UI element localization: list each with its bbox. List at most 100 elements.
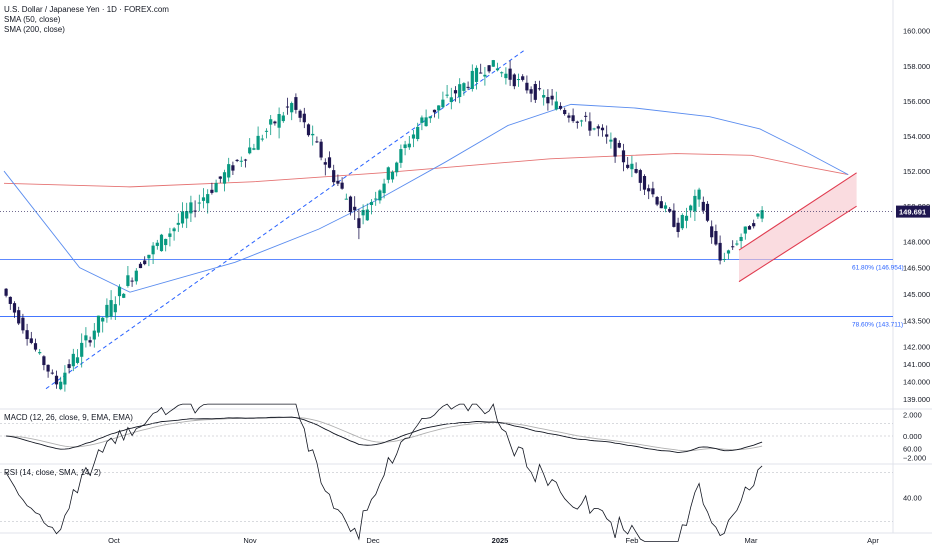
- candle: [105, 304, 109, 318]
- candle: [12, 303, 17, 313]
- candle: [479, 72, 483, 74]
- candle: [563, 109, 567, 115]
- candle: [445, 94, 449, 96]
- candle: [508, 68, 512, 80]
- candle: [424, 117, 428, 127]
- candle: [130, 280, 134, 282]
- candle: [756, 213, 760, 217]
- candle: [357, 218, 361, 229]
- candle: [676, 222, 680, 232]
- candle: [437, 105, 441, 111]
- candle: [600, 127, 605, 131]
- price-tick-label: 156.000: [903, 97, 930, 106]
- candle: [647, 188, 651, 192]
- candle: [701, 201, 705, 211]
- candle: [550, 95, 554, 100]
- candle: [147, 254, 151, 259]
- candle: [323, 162, 327, 165]
- candle: [50, 372, 54, 374]
- candle: [592, 128, 596, 130]
- rsi-title: RSI (14, close, SMA, 14, 2): [4, 468, 101, 477]
- price-tick-label: 143.500: [903, 316, 930, 325]
- candle: [231, 165, 235, 171]
- candle: [290, 103, 294, 113]
- price-axis[interactable]: 160.000158.000156.000154.000152.000150.0…: [896, 27, 930, 405]
- candle: [155, 242, 159, 246]
- candle: [395, 162, 399, 173]
- candle: [172, 228, 176, 232]
- candle: [735, 243, 739, 245]
- candle: [626, 164, 630, 168]
- candle: [189, 202, 193, 214]
- price-tick-label: 140.000: [903, 378, 930, 387]
- candle: [453, 90, 458, 94]
- candle: [319, 141, 323, 158]
- candle: [269, 119, 273, 125]
- price-pane[interactable]: 61.80% (146.954) 78.60% (143.711): [0, 0, 932, 534]
- candle: [38, 352, 42, 354]
- candle: [642, 176, 647, 190]
- candle: [180, 211, 185, 224]
- candle: [185, 211, 189, 219]
- candle: [84, 335, 88, 341]
- candle: [533, 84, 537, 100]
- candle: [529, 89, 533, 94]
- fib-level-label: 61.80% (146.954): [852, 265, 904, 272]
- candle: [466, 86, 470, 88]
- candle: [327, 157, 332, 168]
- candle: [126, 275, 130, 286]
- macd-signal-line: [6, 416, 763, 452]
- time-axis[interactable]: Oct Nov Dec 2025 Feb Mar Apr: [108, 536, 879, 545]
- candle: [101, 317, 105, 322]
- candle: [33, 343, 38, 350]
- candle: [760, 210, 764, 219]
- candle: [273, 121, 277, 124]
- candle: [731, 246, 735, 248]
- candle: [164, 238, 168, 246]
- candle: [315, 141, 319, 143]
- candle: [470, 70, 474, 89]
- channel-fill: [739, 172, 857, 282]
- candle: [680, 215, 684, 229]
- rsi-pane[interactable]: 60.00 40.00: [0, 403, 922, 542]
- candle: [201, 197, 206, 201]
- time-tick-label: Mar: [745, 536, 758, 545]
- candle: [697, 189, 701, 200]
- candle: [222, 172, 227, 184]
- price-tick-label: 148.000: [903, 237, 930, 246]
- macd-tick-label: −2.000: [903, 454, 926, 463]
- candle: [613, 138, 617, 157]
- candle: [726, 250, 731, 254]
- macd-pane[interactable]: 2.000 0.000 −2.000: [0, 410, 926, 463]
- candle: [588, 121, 592, 131]
- candle: [311, 133, 315, 136]
- candle: [458, 84, 462, 98]
- candle: [386, 167, 390, 180]
- candle: [516, 79, 521, 81]
- candle: [521, 76, 525, 80]
- candle: [617, 142, 621, 148]
- candle: [500, 72, 504, 74]
- price-tick-label: 145.000: [903, 290, 930, 299]
- candle: [420, 117, 424, 123]
- candle: [462, 83, 466, 91]
- candle: [67, 364, 71, 369]
- candle: [243, 159, 248, 161]
- candle: [71, 353, 75, 367]
- candle: [159, 234, 164, 252]
- candle: [294, 97, 298, 110]
- candle: [579, 120, 584, 122]
- candle: [306, 124, 311, 136]
- candle: [109, 300, 113, 317]
- candle: [214, 182, 218, 193]
- candle: [46, 364, 50, 372]
- candle: [571, 115, 575, 122]
- candle: [407, 143, 411, 148]
- rsi-tick-label: 60.00: [903, 444, 922, 453]
- candle: [348, 196, 353, 213]
- candle: [416, 126, 420, 140]
- candle: [684, 215, 689, 221]
- candle: [134, 270, 138, 282]
- macd-tick-label: 0.000: [903, 432, 922, 441]
